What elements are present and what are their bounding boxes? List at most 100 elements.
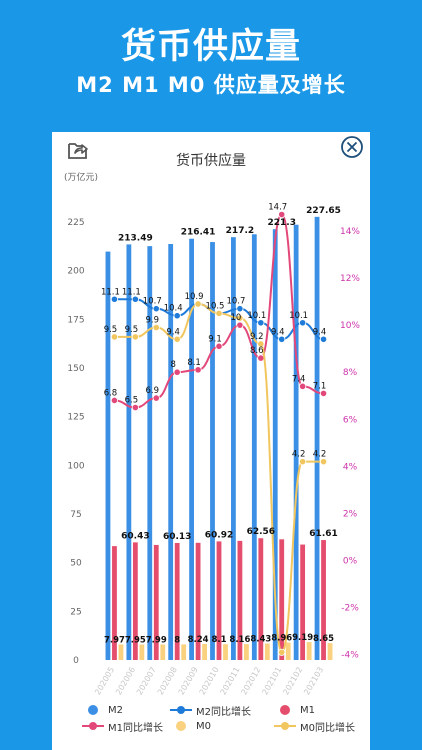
m0-value-label: 8 (174, 635, 180, 645)
legend-m1[interactable]: M1 (274, 703, 315, 717)
legend-label: M2同比增长 (196, 706, 251, 718)
growth-value-label: 10.7 (143, 297, 162, 307)
right-tick-label: 12% (340, 274, 360, 284)
point-M1同比增长 (299, 382, 307, 390)
right-tick-label: 2% (343, 509, 358, 519)
m0-value-label: 7.95 (125, 636, 146, 646)
bar-m1 (237, 540, 243, 660)
legend-m0-growth[interactable]: M0同比增长 (274, 719, 355, 734)
point-M0同比增长 (173, 335, 181, 343)
bar-m0 (285, 642, 291, 660)
left-tick-label: 50 (70, 559, 82, 569)
point-M0同比增长 (152, 323, 160, 332)
export-icon[interactable] (66, 138, 90, 162)
growth-value-label: 10.1 (289, 311, 308, 321)
bar-m0 (118, 644, 124, 660)
growth-value-label: 9.4 (166, 327, 180, 337)
m1-value-label: 60.43 (121, 531, 149, 541)
m1-value-label: 62.56 (247, 527, 275, 537)
left-tick-label: 75 (70, 510, 81, 520)
legend-m2[interactable]: M2 (82, 703, 123, 717)
x-tick-label: 202008 (156, 666, 179, 697)
bar-m2 (126, 244, 132, 660)
point-M1同比增长 (194, 366, 202, 374)
point-M2同比增长 (299, 319, 307, 327)
point-M0同比增长 (299, 458, 307, 466)
page-title: 货币供应量 (120, 27, 301, 67)
m0-value-label: 7.99 (146, 635, 167, 645)
point-M2同比增长 (173, 312, 181, 320)
legend-label: M1同比增长 (108, 722, 163, 734)
m0-value-label: 8.1 (211, 635, 226, 645)
right-tick-label: 0% (343, 557, 358, 567)
x-tick-label: 202007 (135, 666, 158, 697)
legend-label: M1 (300, 704, 315, 716)
point-M0同比增长 (236, 314, 244, 322)
bar-m1 (153, 544, 159, 660)
point-M0同比增长 (131, 333, 139, 341)
point-M2同比增长 (278, 335, 286, 343)
bar-m1 (279, 539, 285, 660)
m1-value-label: 60.92 (205, 530, 233, 540)
bar-m1 (321, 540, 326, 660)
legend-m0[interactable]: M0 (170, 719, 211, 733)
growth-value-label: 10.9 (185, 292, 204, 302)
bar-m2 (231, 237, 236, 660)
growth-value-label: 10.7 (226, 297, 245, 307)
legend-m2-growth[interactable]: M2同比增长 (170, 703, 251, 718)
point-M0同比增长 (257, 340, 265, 348)
point-M0同比增长 (194, 300, 202, 308)
growth-value-label: 6.8 (104, 388, 118, 398)
bar-m0 (139, 644, 145, 660)
growth-value-label: 9.4 (313, 327, 327, 337)
y-axis-unit: (万亿元) (64, 171, 98, 183)
growth-value-label: 6.5 (125, 396, 139, 406)
left-tick-label: 100 (67, 461, 84, 471)
bar-m0 (327, 643, 333, 660)
right-tick-label: 4% (343, 462, 358, 472)
bar-m2 (189, 238, 194, 660)
bar-m2 (168, 243, 174, 661)
right-tick-label: 6% (343, 415, 358, 425)
chart-title: 货币供应量 (176, 153, 246, 169)
point-M1同比增长 (215, 342, 223, 350)
growth-value-label: 9.4 (271, 327, 285, 337)
m0-value-label: 8.16 (229, 635, 250, 645)
growth-value-label: 9.5 (104, 325, 118, 335)
point-M1同比增长 (131, 403, 139, 412)
x-tick-label: 202102 (281, 666, 304, 697)
legend-m1-growth[interactable]: M1同比增长 (82, 719, 163, 734)
bar-m1 (174, 542, 180, 660)
point-M1同比增长 (110, 396, 119, 405)
m0-value-label: 8.96 (271, 634, 292, 644)
bar-m1 (258, 538, 264, 660)
m2-value-label: 213.49 (118, 233, 153, 243)
m2-value-label: 227.65 (306, 206, 341, 216)
point-M1同比增长 (173, 368, 181, 376)
right-tick-label: 8% (343, 368, 358, 378)
x-tick-label: 202011 (219, 666, 242, 697)
left-tick-label: 225 (67, 218, 84, 228)
x-tick-label: 202006 (114, 666, 137, 697)
point-M2同比增长 (257, 319, 265, 327)
bar-m0 (306, 642, 312, 660)
m0-value-label: 8.24 (188, 635, 209, 645)
m0-value-label: 9.19 (292, 633, 313, 643)
growth-value-label: 8 (170, 360, 175, 370)
point-M2同比增长 (131, 295, 139, 303)
chart-card: (万亿元) 0 25 50 75 100 125 150 175 200 225 -4% -2% 0% 2%… (52, 132, 370, 750)
point-M2同比增长 (319, 335, 328, 343)
point-M2同比增长 (110, 295, 119, 303)
x-tick-label: 202009 (177, 666, 200, 697)
point-M1同比增长 (319, 389, 328, 397)
left-tick-label: 125 (67, 413, 84, 423)
growth-value-label: 10 (230, 313, 241, 323)
right-tick-label: -4% (341, 651, 359, 661)
legend-label: M2 (108, 704, 123, 716)
bar-m1 (216, 541, 222, 660)
close-circle-icon[interactable] (340, 135, 364, 159)
point-M2同比增长 (236, 305, 244, 313)
right-tick-label: -2% (341, 604, 359, 614)
point-M1同比增长 (152, 394, 160, 402)
bar-m0 (264, 643, 270, 660)
